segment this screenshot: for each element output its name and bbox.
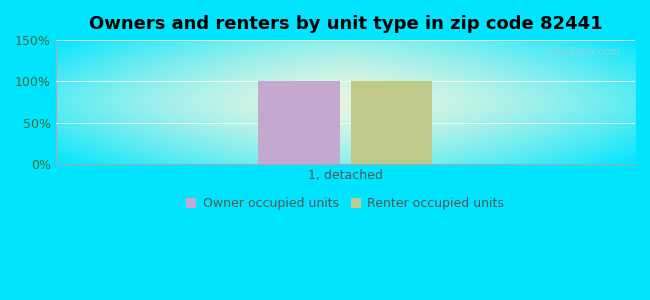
Text: City-Data.com: City-Data.com (547, 47, 621, 57)
Title: Owners and renters by unit type in zip code 82441: Owners and renters by unit type in zip c… (88, 15, 602, 33)
Bar (351, 82, 432, 164)
Legend: Owner occupied units, Renter occupied units: Owner occupied units, Renter occupied un… (187, 197, 504, 210)
Bar (259, 82, 339, 164)
